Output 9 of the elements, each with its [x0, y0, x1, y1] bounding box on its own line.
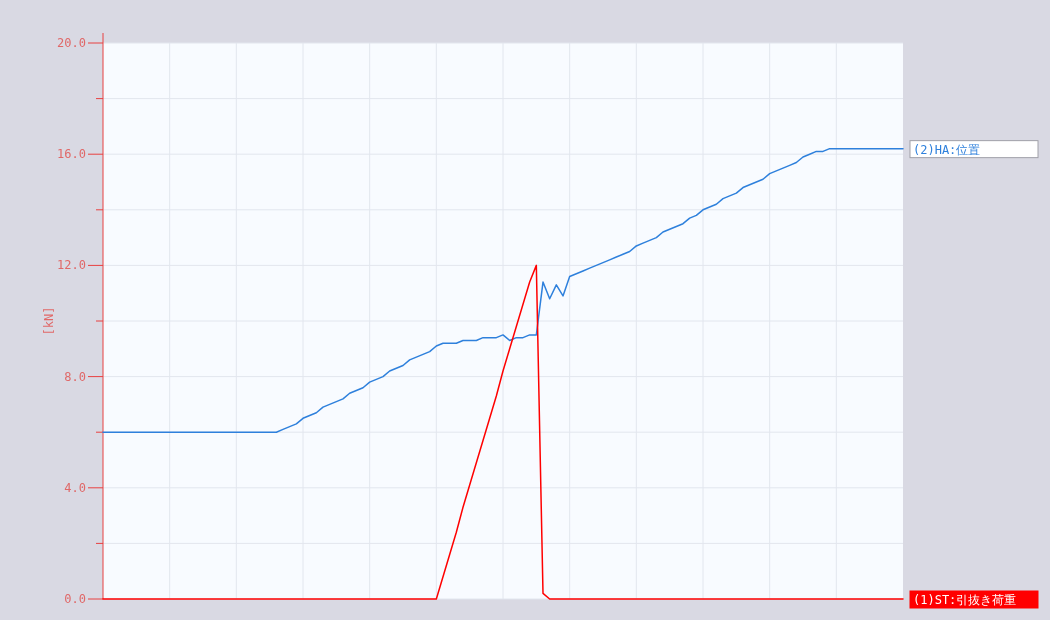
- y-tick-label: 4.0: [64, 480, 86, 495]
- series-label: (1)ST:引抜き荷重: [913, 593, 1017, 607]
- y-tick-label: 0.0: [64, 592, 86, 606]
- y-tick-label: 12.0: [57, 258, 86, 273]
- series-label: (2)HA:位置: [913, 142, 981, 157]
- y-tick-label: 8.0: [64, 369, 86, 384]
- y-tick-label: 20.0: [57, 36, 86, 50]
- y-tick-label: 16.0: [57, 147, 86, 162]
- y-axis-title: [kN]: [42, 306, 56, 336]
